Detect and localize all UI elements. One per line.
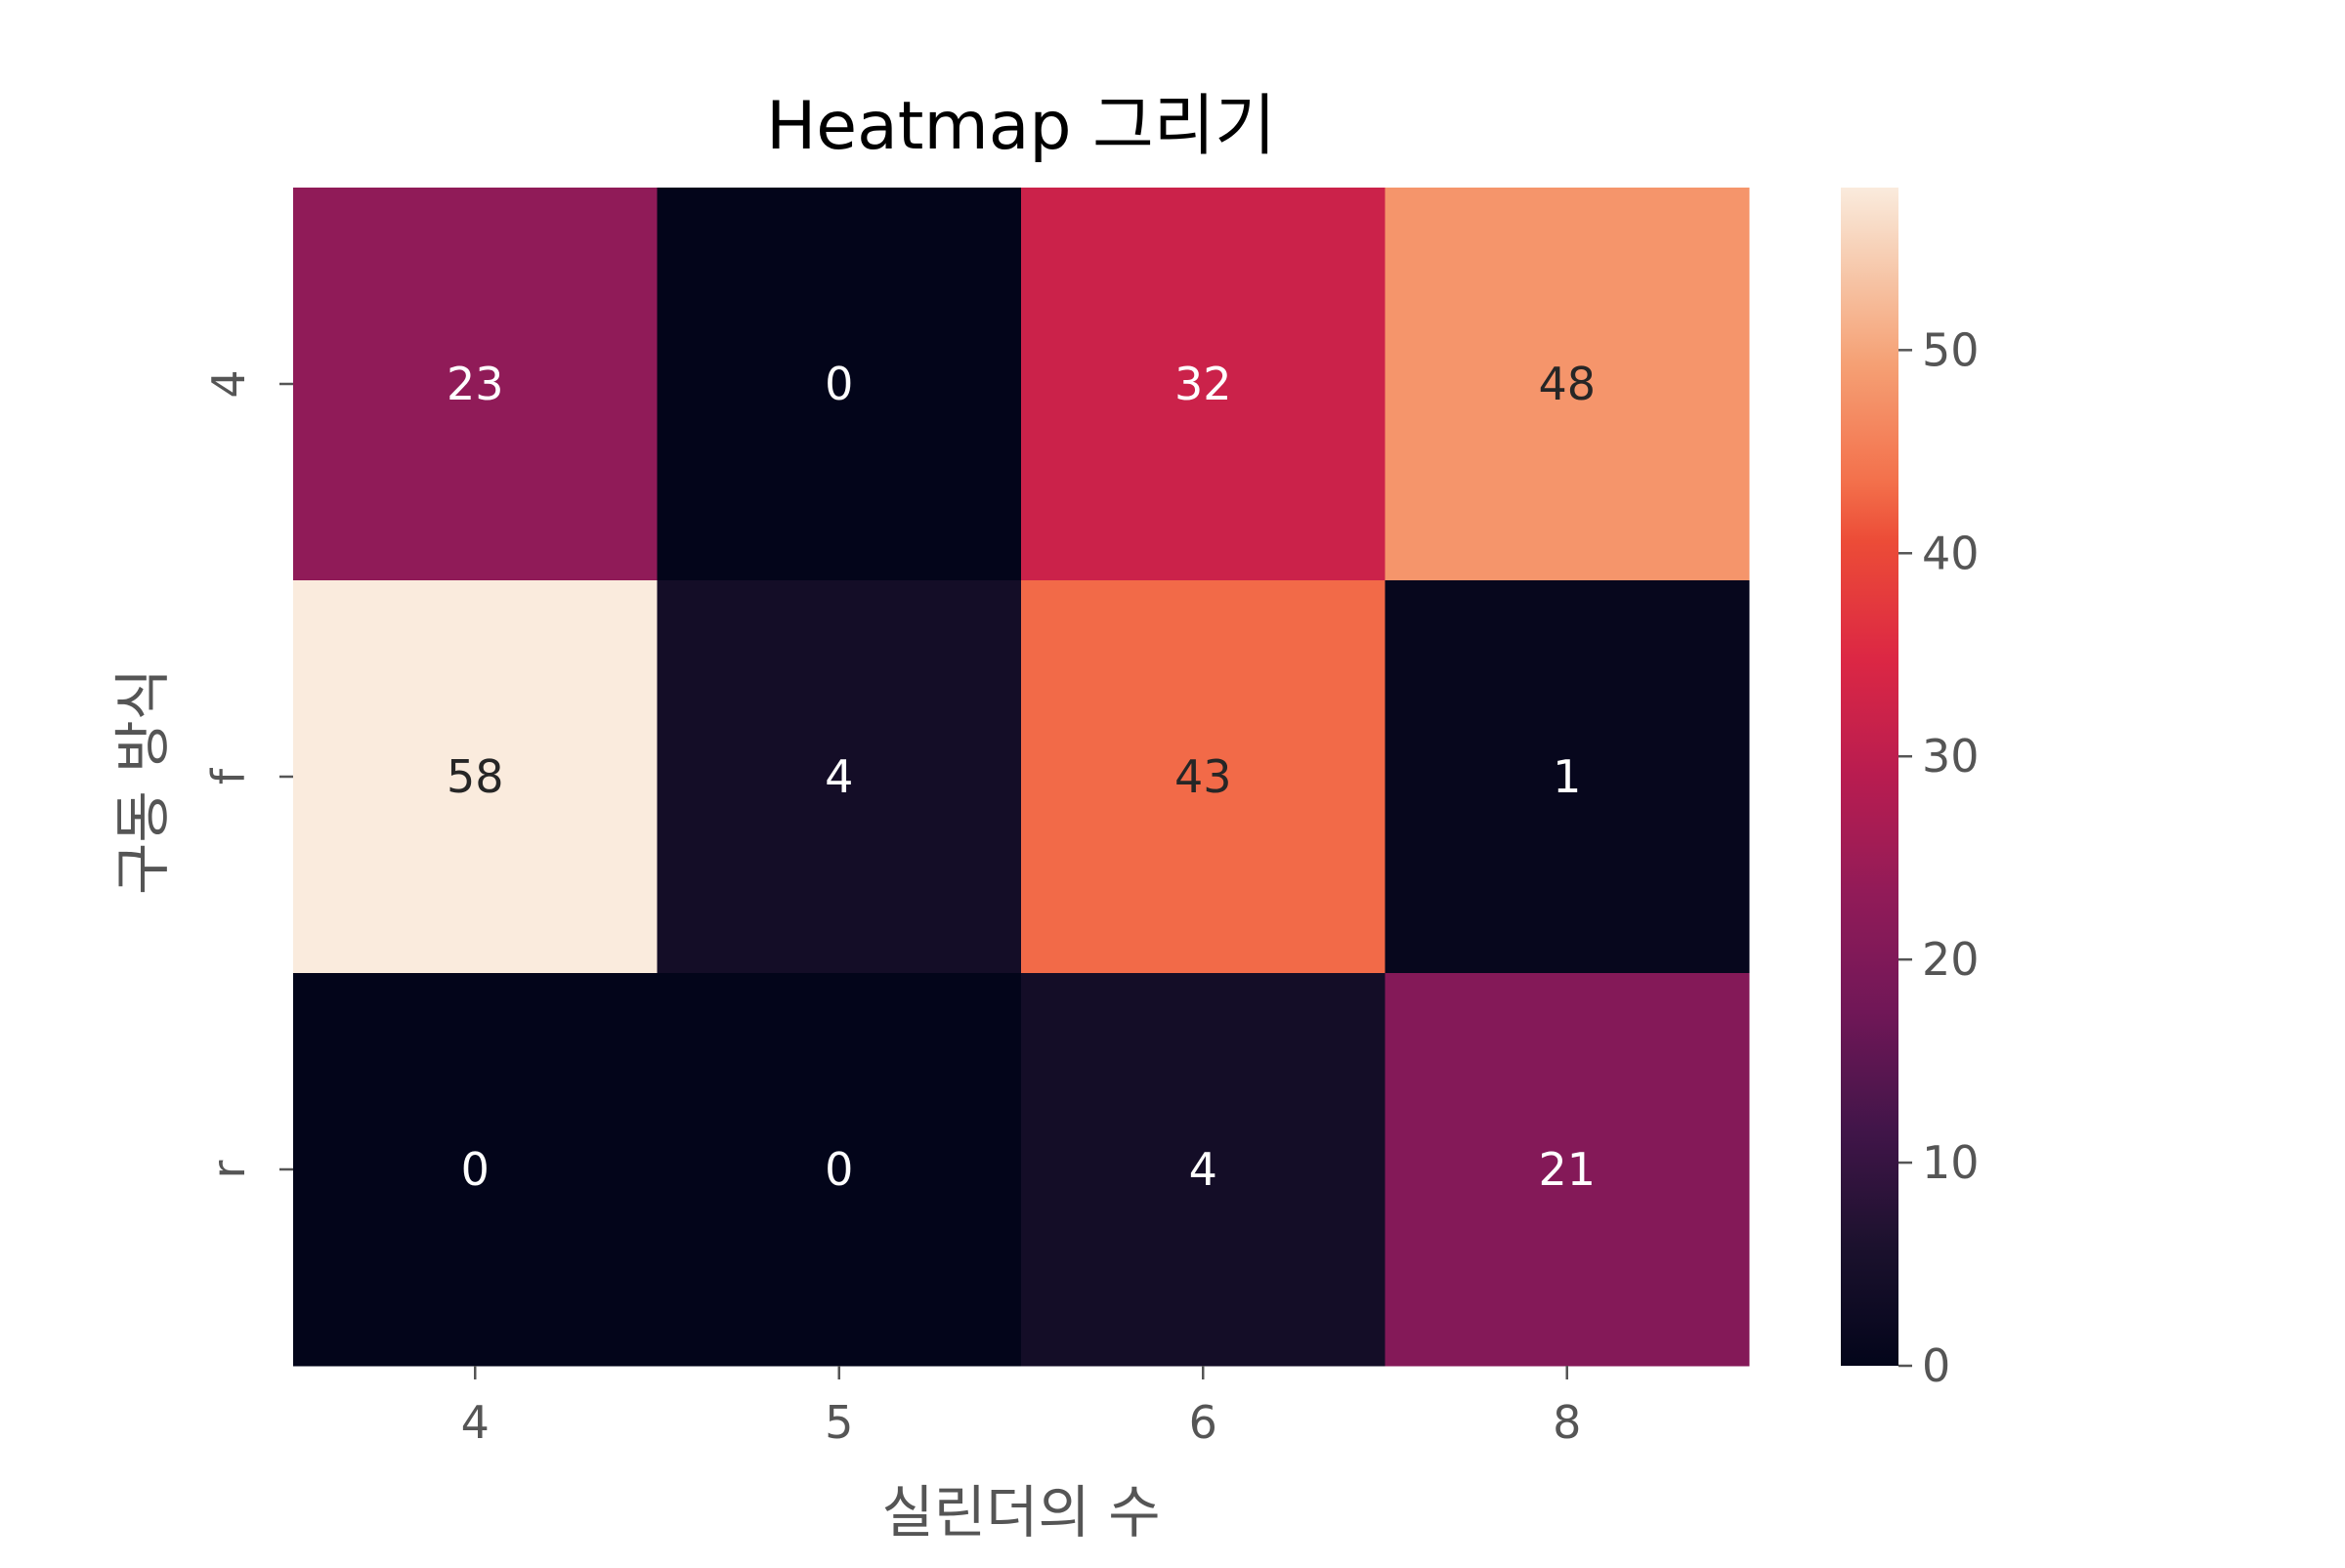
colorbar-tick-label: 0 xyxy=(1922,1339,1950,1392)
cell-value-label: 23 xyxy=(447,358,504,410)
heatmap-cell-r-6 xyxy=(1021,973,1386,1367)
x-tick-label: 5 xyxy=(825,1396,853,1449)
colorbar-tick-label: 10 xyxy=(1922,1136,1980,1189)
x-tick-label: 8 xyxy=(1553,1396,1581,1449)
y-tick-label: r xyxy=(202,1160,255,1178)
heatmap-cell-r-8 xyxy=(1385,973,1750,1367)
cell-value-label: 48 xyxy=(1538,358,1596,410)
y-axis-label: 구동 방식 xyxy=(109,668,176,895)
heatmap-cell-f-8 xyxy=(1385,580,1750,974)
heatmap-cell-f-5 xyxy=(657,580,1022,974)
heatmap-cell-r-5 xyxy=(657,973,1022,1367)
y-tick-label: 4 xyxy=(202,369,255,398)
heatmap-cell-4-8 xyxy=(1385,188,1750,581)
x-tick-label: 4 xyxy=(461,1396,490,1449)
heatmap-cell-4-6 xyxy=(1021,188,1386,581)
x-axis-label: 실린더의 수 xyxy=(881,1479,1160,1546)
y-axis: 4 f r xyxy=(202,369,293,1178)
colorbar-gradient xyxy=(1841,188,1898,1366)
cell-value-label: 21 xyxy=(1538,1143,1596,1196)
cell-value-label: 0 xyxy=(825,358,853,410)
cell-value-label: 43 xyxy=(1174,750,1232,803)
y-tick-label: f xyxy=(202,767,255,784)
chart-title: Heatmap 그리기 xyxy=(766,88,1276,165)
cell-value-label: 4 xyxy=(825,750,853,803)
heatmap-cells xyxy=(293,188,1750,1367)
cell-value-label: 58 xyxy=(447,750,504,803)
heatmap-cell-f-4 xyxy=(293,580,658,974)
cell-value-label: 0 xyxy=(461,1143,490,1196)
heatmap-cell-4-4 xyxy=(293,188,658,581)
heatmap-cell-4-5 xyxy=(657,188,1022,581)
colorbar-tick-label: 50 xyxy=(1922,323,1980,376)
colorbar: 0 10 20 30 40 50 xyxy=(1841,188,1980,1392)
heatmap-cell-r-4 xyxy=(293,973,658,1367)
cell-value-label: 4 xyxy=(1189,1143,1217,1196)
x-tick-label: 6 xyxy=(1189,1396,1217,1449)
x-axis: 4 5 6 8 xyxy=(461,1366,1581,1449)
colorbar-tick-label: 30 xyxy=(1922,730,1980,783)
colorbar-tick-label: 40 xyxy=(1922,527,1980,579)
colorbar-tick-label: 20 xyxy=(1922,933,1980,986)
heatmap-cell-f-6 xyxy=(1021,580,1386,974)
cell-annotations: 23 0 32 48 58 4 43 1 0 0 4 21 xyxy=(447,358,1596,1196)
cell-value-label: 1 xyxy=(1553,750,1581,803)
cell-value-label: 0 xyxy=(825,1143,853,1196)
cell-value-label: 32 xyxy=(1174,358,1232,410)
